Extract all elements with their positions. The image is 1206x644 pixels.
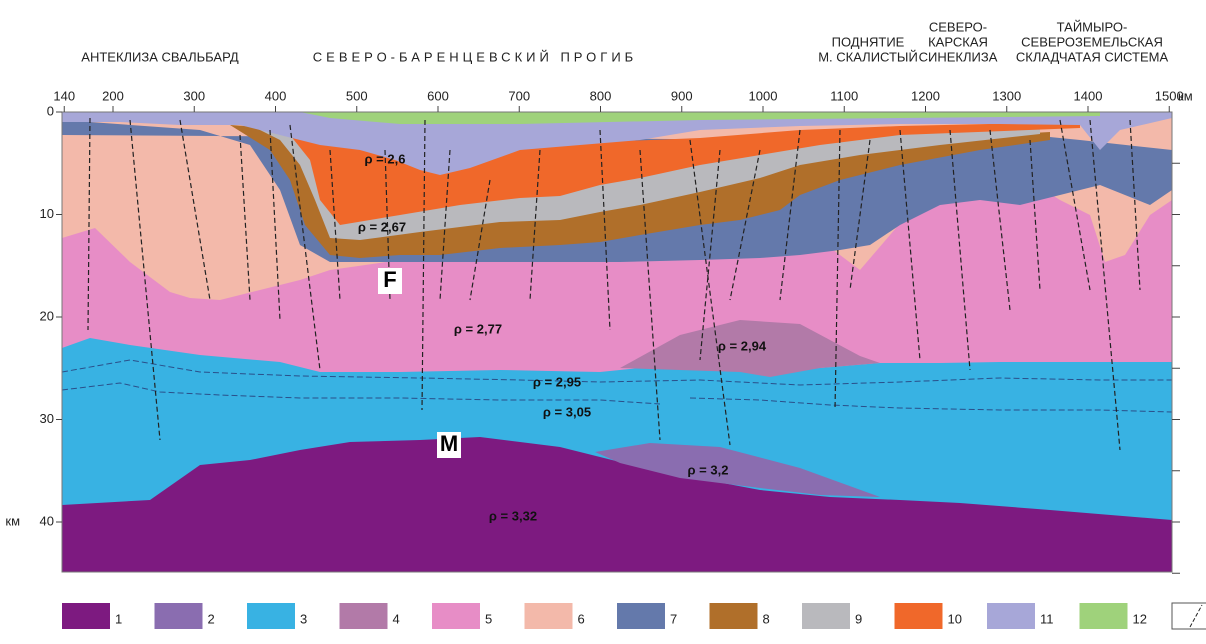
density-label: ρ = 3,2 bbox=[688, 462, 729, 477]
density-label: ρ = 3,05 bbox=[543, 404, 591, 419]
x-tick-label: 1300 bbox=[992, 88, 1021, 103]
region-label: ПОДНЯТИЕ bbox=[832, 34, 905, 49]
legend-swatch bbox=[432, 603, 480, 629]
region-label: АНТЕКЛИЗА СВАЛЬБАРД bbox=[81, 49, 239, 64]
region-label: СЕВЕРО- bbox=[929, 19, 987, 34]
legend-swatch bbox=[1080, 603, 1128, 629]
region-label: СЕВЕРО-БАРЕНЦЕВСКИЙ ПРОГИБ bbox=[313, 49, 637, 64]
y-tick-label: 30 bbox=[40, 411, 54, 426]
legend-label: 1 bbox=[115, 611, 122, 626]
x-tick-label: 1400 bbox=[1074, 88, 1103, 103]
figure: АНТЕКЛИЗА СВАЛЬБАРД СЕВЕРО-БАРЕНЦЕВСКИЙ П… bbox=[0, 0, 1206, 639]
legend-swatch bbox=[1172, 603, 1206, 629]
x-tick-label: 1100 bbox=[830, 88, 858, 103]
legend-label: 6 bbox=[578, 611, 585, 626]
x-tick-label: 900 bbox=[671, 88, 693, 103]
region-label: СЕВЕРОЗЕМЕЛЬСКАЯ bbox=[1021, 34, 1163, 49]
y-tick-label: 0 bbox=[47, 103, 54, 118]
y-tick-label: 20 bbox=[40, 308, 54, 323]
legend-swatch bbox=[525, 603, 573, 629]
y-unit: км bbox=[5, 513, 20, 528]
x-unit: км bbox=[1178, 88, 1193, 103]
region-label: ТАЙМЫРО- bbox=[1057, 19, 1128, 34]
legend-swatch bbox=[62, 603, 110, 629]
legend-swatch bbox=[802, 603, 850, 629]
legend-label: 12 bbox=[1133, 611, 1147, 626]
legend-swatch bbox=[895, 603, 943, 629]
x-tick-label: 140 bbox=[53, 88, 75, 103]
legend-swatch bbox=[340, 603, 388, 629]
legend-label: 3 bbox=[300, 611, 307, 626]
region-label: СКЛАДЧАТАЯ СИСТЕМА bbox=[1016, 49, 1169, 64]
legend-label: 5 bbox=[485, 611, 492, 626]
x-axis: 140 200 300 400 500 600 700 800 900 1000 1100 1200 1… bbox=[53, 88, 1192, 112]
y-tick-label: 10 bbox=[40, 206, 54, 221]
density-label: ρ = 2,95 bbox=[533, 374, 581, 389]
x-tick-label: 300 bbox=[183, 88, 205, 103]
legend-label: 7 bbox=[670, 611, 677, 626]
density-label: ρ = 2,6 bbox=[365, 151, 406, 166]
legend-label: 2 bbox=[208, 611, 215, 626]
x-tick-label: 1200 bbox=[911, 88, 940, 103]
x-tick-label: 600 bbox=[427, 88, 449, 103]
density-label: ρ = 2,67 bbox=[358, 219, 406, 234]
boundary-letter: M bbox=[440, 431, 458, 456]
x-tick-label: 200 bbox=[102, 88, 124, 103]
legend-label: 4 bbox=[393, 611, 400, 626]
legend-swatch bbox=[155, 603, 203, 629]
region-label: М. СКАЛИСТЫЙ bbox=[818, 49, 918, 64]
legend: 12345678910111213 bbox=[62, 603, 1206, 629]
region-labels: АНТЕКЛИЗА СВАЛЬБАРД СЕВЕРО-БАРЕНЦЕВСКИЙ П… bbox=[81, 19, 1168, 64]
section bbox=[62, 112, 1172, 572]
boundary-letter: F bbox=[383, 267, 396, 292]
legend-label: 10 bbox=[948, 611, 962, 626]
legend-swatch bbox=[710, 603, 758, 629]
y-tick-label: 40 bbox=[40, 513, 54, 528]
legend-swatch bbox=[987, 603, 1035, 629]
legend-label: 8 bbox=[763, 611, 770, 626]
density-label: ρ = 2,94 bbox=[718, 338, 767, 353]
x-tick-label: 800 bbox=[590, 88, 612, 103]
x-tick-label: 400 bbox=[265, 88, 287, 103]
x-tick-label: 500 bbox=[346, 88, 368, 103]
region-label: СИНЕКЛИЗА bbox=[919, 49, 998, 64]
region-label: КАРСКАЯ bbox=[928, 34, 988, 49]
density-label: ρ = 3,32 bbox=[489, 508, 537, 523]
x-tick-label: 1000 bbox=[749, 88, 778, 103]
density-label: ρ = 2,77 bbox=[454, 321, 502, 336]
legend-label: 11 bbox=[1040, 611, 1054, 626]
legend-label: 9 bbox=[855, 611, 862, 626]
legend-swatch bbox=[247, 603, 295, 629]
x-tick-label: 700 bbox=[508, 88, 530, 103]
legend-swatch bbox=[617, 603, 665, 629]
